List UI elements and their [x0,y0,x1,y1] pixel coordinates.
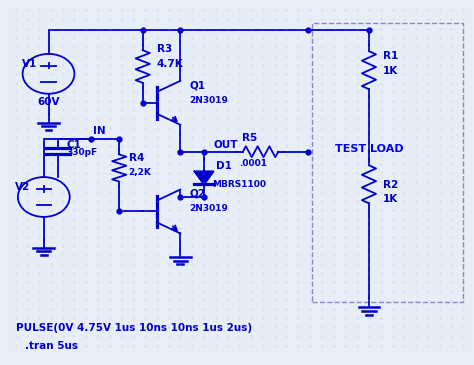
Text: Q2: Q2 [190,189,206,199]
Text: PULSE(0V 4.75V 1us 10ns 10ns 1us 2us): PULSE(0V 4.75V 1us 10ns 10ns 1us 2us) [16,323,252,333]
Text: R4: R4 [128,153,144,163]
Text: 1K: 1K [383,195,398,204]
Text: 60V: 60V [37,97,60,107]
Text: R2: R2 [383,180,398,190]
Text: R1: R1 [383,51,398,61]
Text: C1: C1 [66,140,82,150]
Text: D1: D1 [216,161,232,171]
Bar [312,23,463,302]
Text: IN: IN [93,126,106,136]
Text: V1: V1 [22,59,37,69]
Text: Q1: Q1 [190,80,206,90]
Text: V2: V2 [15,182,30,192]
Text: 1K: 1K [383,66,398,76]
Text: 2N3019: 2N3019 [190,204,228,214]
Text: OUT: OUT [213,140,238,150]
Text: .tran 5us: .tran 5us [25,341,78,351]
Text: 2N3019: 2N3019 [190,96,228,105]
Text: R5: R5 [242,133,257,143]
Text: .0001: .0001 [239,159,267,168]
Text: 4.7K: 4.7K [157,59,183,69]
Polygon shape [195,172,213,184]
Text: R3: R3 [157,44,172,54]
Text: 330pF: 330pF [66,148,98,157]
Text: MBRS1100: MBRS1100 [212,180,266,189]
Text: 2,2K: 2,2K [128,168,152,177]
Text: TEST LOAD: TEST LOAD [335,144,403,154]
